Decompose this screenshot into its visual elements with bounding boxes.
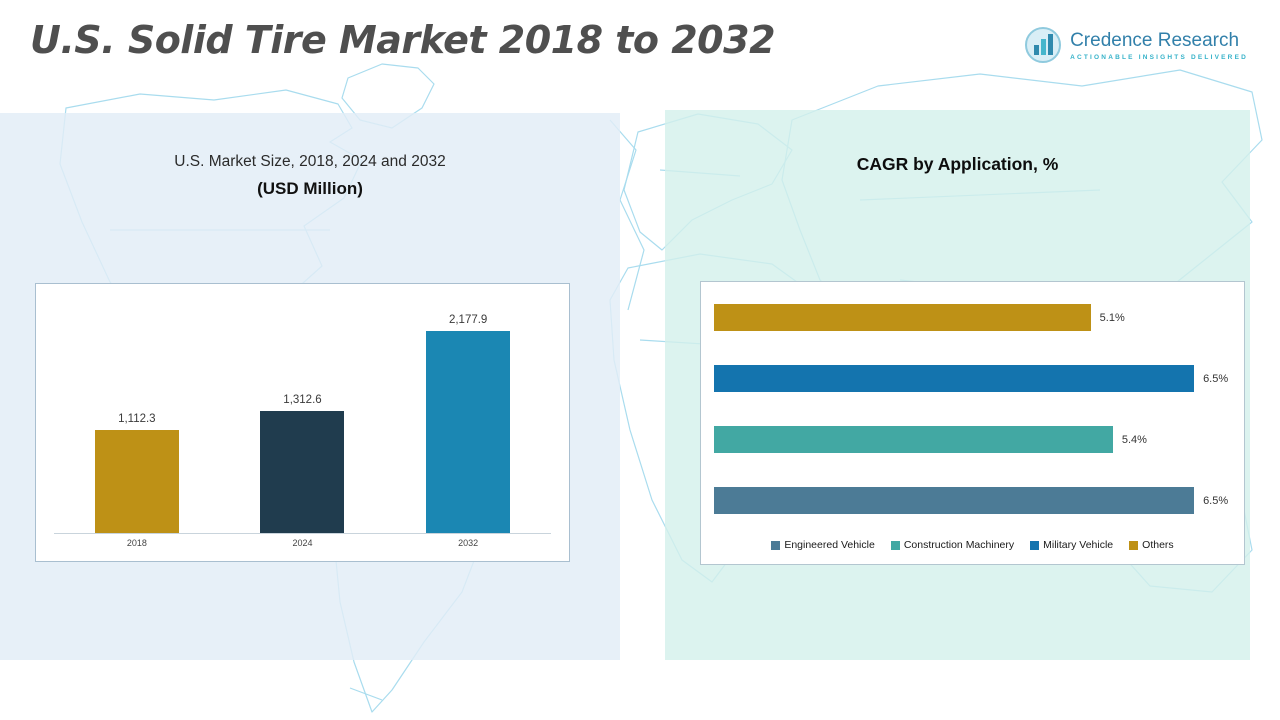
legend-swatch [771,540,781,550]
legend-label: Construction Machinery [903,539,1015,551]
market-size-title-line1: U.S. Market Size, 2018, 2024 and 2032 [174,153,446,170]
hbar-value-label: 5.4% [1121,433,1147,446]
cagr-row-others: 5.1% [714,304,1231,331]
cagr-row-construction-machinery: 5.4% [714,426,1231,453]
legend-item-construction-machinery: Construction Machinery [890,539,1015,551]
bar-value-label: 1,312.6 [283,394,322,407]
legend-swatch [1030,540,1040,550]
legend-item-others: Others [1129,539,1174,551]
legend-swatch [1129,540,1139,550]
legend-swatch [890,540,900,550]
hbar-value-label: 5.1% [1099,311,1125,324]
legend-item-military-vehicle: Military Vehicle [1030,539,1113,551]
axis-label-2032: 2032 [458,538,479,548]
hbar-value-label: 6.5% [1203,494,1229,507]
logo-chart-icon [1025,27,1062,63]
logo-text: Credence Research ACTIONABLE INSIGHTS DE… [1070,30,1248,61]
hbar-construction-machinery [714,426,1113,453]
bar-2024 [260,411,345,533]
cagr-row-engineered-vehicle: 6.5% [714,487,1231,514]
cagr-rows: 5.1% 6.5% 5.4% 6.5% [714,304,1231,514]
legend-label: Military Vehicle [1043,539,1114,551]
cagr-panel: CAGR by Application, % 5.1% 6.5% 5.4% 6.5% … [665,110,1250,660]
bar-column-2032: 2,177.9 [426,310,511,533]
credence-research-logo: Credence Research ACTIONABLE INSIGHTS DE… [1024,26,1248,64]
cagr-chart: 5.1% 6.5% 5.4% 6.5% Engineered Vehicle Const… [700,281,1245,565]
page-title: U.S. Solid Tire Market 2018 to 2032 [30,18,776,62]
cagr-legend: Engineered Vehicle Construction Machinery… [701,539,1244,551]
hbar-military-vehicle [714,365,1195,392]
axis-label-2018: 2018 [126,538,147,548]
bar-value-label: 1,112.3 [118,412,156,425]
bar-2018 [94,429,179,533]
cagr-title: CAGR by Application, % [856,154,1059,174]
legend-label: Others [1142,539,1174,551]
bar-column-2018: 1,112.3 [94,310,179,533]
axis-label-2024: 2024 [292,538,313,548]
bar-2032 [426,330,511,533]
market-size-chart: 1,112.3 1,312.6 2,177.9 2018 2024 2032 [35,283,570,562]
bar-column-2024: 1,312.6 [260,310,345,533]
hbar-engineered-vehicle [714,487,1195,514]
hbar-value-label: 6.5% [1203,372,1229,385]
market-size-title: U.S. Market Size, 2018, 2024 and 2032 (U… [0,153,620,199]
market-size-title-line2: (USD Million) [257,179,363,198]
cagr-row-military-vehicle: 6.5% [714,365,1231,392]
market-size-panel: U.S. Market Size, 2018, 2024 and 2032 (U… [0,113,620,660]
legend-item-engineered-vehicle: Engineered Vehicle [771,539,875,551]
market-size-axis: 2018 2024 2032 [54,538,551,548]
legend-label: Engineered Vehicle [784,539,875,551]
bar-value-label: 2,177.9 [448,313,488,326]
logo-tagline: ACTIONABLE INSIGHTS DELIVERED [1070,53,1248,61]
market-size-plot: 1,112.3 1,312.6 2,177.9 [54,310,551,534]
logo-name: Credence Research [1070,29,1240,51]
hbar-others [714,304,1091,331]
